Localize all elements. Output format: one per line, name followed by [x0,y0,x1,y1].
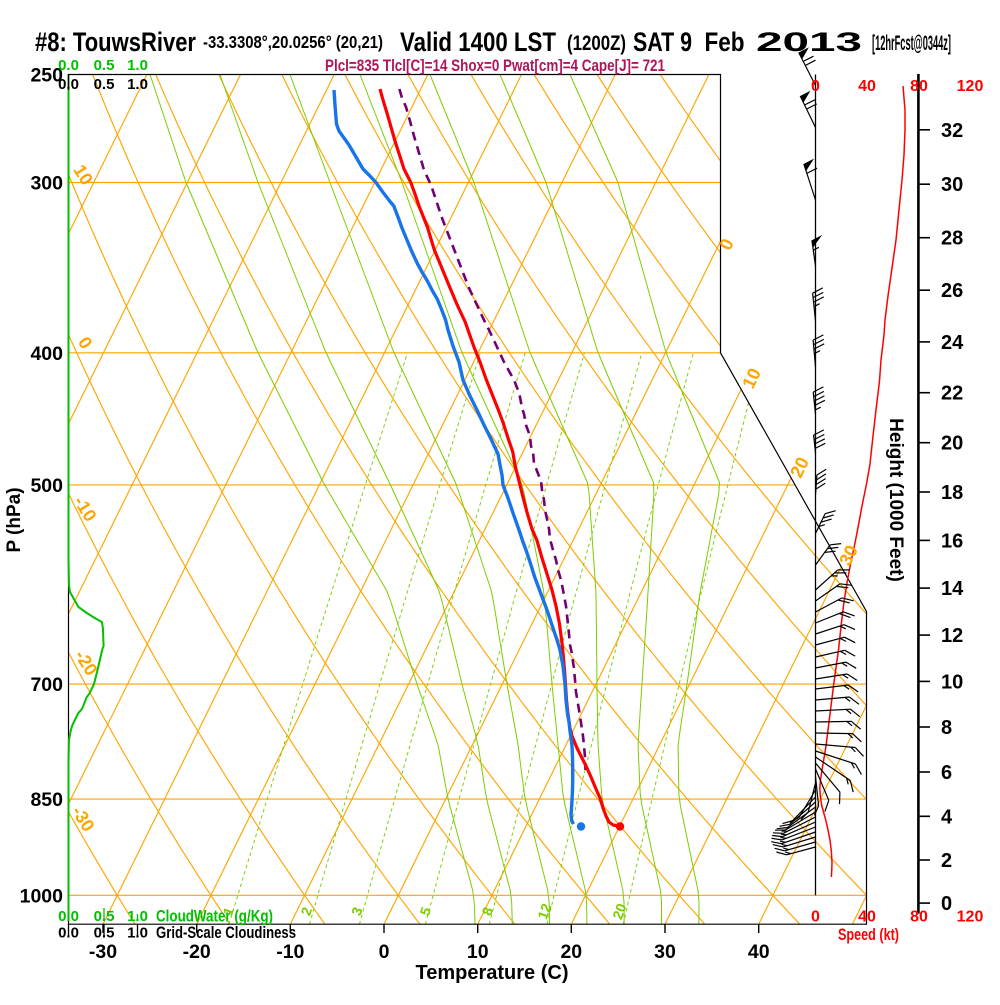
svg-text:22: 22 [941,383,963,405]
svg-text:#8: TouwsRiver: #8: TouwsRiver [35,27,196,57]
svg-text:14: 14 [941,578,964,600]
svg-text:0: 0 [811,909,820,926]
svg-text:[12hrFcst@0344z]: [12hrFcst@0344z] [872,32,951,55]
svg-text:Plcl=835 Tlcl[C]=14 Shox=0 Pwa: Plcl=835 Tlcl[C]=14 Shox=0 Pwat[cm]=4 Ca… [325,56,665,75]
svg-text:0.5: 0.5 [94,908,115,925]
svg-text:0.5: 0.5 [94,76,115,93]
svg-text:0.5: 0.5 [94,925,115,942]
svg-text:0.0: 0.0 [58,57,79,74]
svg-text:Height (1000 Feet): Height (1000 Feet) [885,418,906,582]
svg-text:-20: -20 [183,941,211,963]
svg-text:10: 10 [467,941,489,963]
svg-text:1.0: 1.0 [127,908,148,925]
svg-text:40: 40 [858,78,876,95]
svg-text:18: 18 [941,482,963,504]
svg-text:120: 120 [957,78,984,95]
svg-text:16: 16 [941,530,963,552]
svg-text:300: 300 [30,173,63,195]
svg-text:SAT 9: SAT 9 [633,27,692,57]
svg-text:12: 12 [941,625,963,647]
svg-text:80: 80 [910,78,928,95]
svg-text:0: 0 [941,893,952,915]
svg-text:1.0: 1.0 [127,57,148,74]
svg-text:0: 0 [811,78,820,95]
svg-text:CloudWater (g/Kg): CloudWater (g/Kg) [156,908,273,926]
svg-text:0.0: 0.0 [58,908,79,925]
svg-text:2: 2 [941,850,952,872]
svg-text:40: 40 [858,909,876,926]
svg-text:850: 850 [30,789,63,811]
svg-text:400: 400 [30,343,63,365]
svg-text:P (hPa): P (hPa) [4,487,25,552]
svg-text:120: 120 [957,909,984,926]
svg-text:(1200Z): (1200Z) [567,32,626,55]
svg-text:Grid-Scale Cloudiness: Grid-Scale Cloudiness [156,924,296,942]
svg-text:1000: 1000 [20,885,64,907]
svg-text:30: 30 [941,174,963,196]
svg-text:32: 32 [941,120,963,142]
svg-text:20: 20 [560,941,582,963]
svg-text:0.5: 0.5 [94,57,115,74]
svg-text:Valid 1400 LST: Valid 1400 LST [400,27,556,57]
svg-text:28: 28 [941,228,963,250]
svg-text:500: 500 [30,475,63,497]
svg-text:Speed (kt): Speed (kt) [838,926,899,944]
svg-text:20: 20 [941,433,963,455]
svg-text:1.0: 1.0 [127,925,148,942]
svg-text:80: 80 [910,909,928,926]
svg-text:6: 6 [941,762,952,784]
svg-text:0.0: 0.0 [58,925,79,942]
svg-text:30: 30 [654,941,676,963]
svg-text:Feb: Feb [705,27,745,57]
svg-text:0.0: 0.0 [58,76,79,93]
svg-text:-30: -30 [89,941,117,963]
svg-text:8: 8 [941,717,952,739]
svg-text:40: 40 [748,941,770,963]
svg-text:700: 700 [30,674,63,696]
svg-text:-10: -10 [276,941,304,963]
svg-text:0: 0 [379,941,390,963]
svg-text:4: 4 [941,806,953,828]
svg-text:-33.3308°,20.0256° (20,21): -33.3308°,20.0256° (20,21) [203,32,383,52]
svg-text:24: 24 [941,332,964,354]
svg-text:Temperature (C): Temperature (C) [416,962,569,984]
svg-text:10: 10 [941,671,963,693]
svg-text:1.0: 1.0 [127,76,148,93]
svg-text:2013: 2013 [756,27,862,57]
svg-text:26: 26 [941,280,963,302]
